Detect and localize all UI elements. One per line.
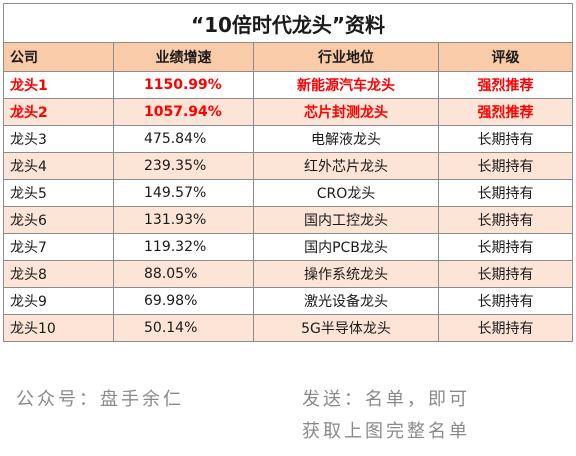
cell-position: 国内PCB龙头	[253, 233, 439, 261]
cell-growth: 88.05%	[113, 260, 254, 288]
header-row: 公司 业绩增速 行业地位 评级	[3, 42, 573, 72]
account-label: 公众号：盘手余仁	[16, 389, 184, 410]
cell-rating: 长期持有	[438, 314, 573, 342]
cell-company: 龙头9	[3, 287, 114, 315]
cell-position: 操作系统龙头	[253, 260, 439, 288]
table-row: 龙头7 119.32% 国内PCB龙头 长期持有	[3, 233, 573, 261]
cell-rating: 长期持有	[438, 260, 573, 288]
cell-position: 红外芯片龙头	[253, 152, 439, 180]
cell-position: CRO龙头	[253, 179, 439, 207]
table-body: 龙头1 1150.99% 新能源汽车龙头 强烈推荐 龙头2 1057.94% 芯片封测龙头强…	[3, 71, 573, 342]
table-row: 龙头9 69.98% 激光设备龙头 长期持有	[3, 287, 573, 315]
cell-position: 激光设备龙头	[253, 287, 439, 315]
cell-growth: 239.35%	[113, 152, 254, 180]
data-table: “10倍时代龙头”资料 公司 业绩增速 行业地位 评级 龙头1 1150.99% 新…	[3, 3, 573, 342]
column-header-position: 行业地位	[253, 42, 439, 72]
table-row: 龙头10 50.14% 5G半导体龙头 长期持有	[3, 314, 573, 342]
table-row: 龙头5 149.57% CRO龙头 长期持有	[3, 179, 573, 207]
cell-rating: 长期持有	[438, 179, 573, 207]
cell-position: 国内工控龙头	[253, 206, 439, 234]
table-row: 龙头3 475.84% 电解液龙头 长期持有	[3, 125, 573, 153]
table-row: 龙头4 239.35% 红外芯片龙头 长期持有	[3, 152, 573, 180]
instruction-line-1: 发送：名单，即可	[302, 389, 470, 410]
cell-position: 新能源汽车龙头	[253, 71, 439, 99]
cell-rating: 强烈推荐	[438, 98, 573, 126]
cell-company: 龙头2	[3, 98, 114, 126]
cell-company: 龙头10	[3, 314, 114, 342]
table-row: 龙头1 1150.99% 新能源汽车龙头 强烈推荐	[3, 71, 573, 99]
cell-company: 龙头8	[3, 260, 114, 288]
column-header-company: 公司	[3, 42, 114, 72]
cell-growth: 1057.94%	[113, 98, 254, 126]
cell-position: 芯片封测龙头	[253, 98, 439, 126]
title-row: “10倍时代龙头”资料	[3, 3, 573, 43]
cell-company: 龙头6	[3, 206, 114, 234]
cell-growth: 149.57%	[113, 179, 254, 207]
cell-rating: 长期持有	[438, 206, 573, 234]
cell-position: 5G半导体龙头	[253, 314, 439, 342]
cell-company: 龙头5	[3, 179, 114, 207]
cell-company: 龙头4	[3, 152, 114, 180]
table-row: 龙头6 131.93% 国内工控龙头 长期持有	[3, 206, 573, 234]
cell-rating: 长期持有	[438, 233, 573, 261]
column-header-rating: 评级	[438, 42, 573, 72]
table-title: “10倍时代龙头”资料	[3, 3, 573, 43]
cell-rating: 长期持有	[438, 125, 573, 153]
cell-rating: 长期持有	[438, 152, 573, 180]
table-row: 龙头8 88.05% 操作系统龙头 长期持有	[3, 260, 573, 288]
cell-company: 龙头3	[3, 125, 114, 153]
cell-growth: 50.14%	[113, 314, 254, 342]
cell-company: 龙头7	[3, 233, 114, 261]
column-header-growth: 业绩增速	[113, 42, 254, 72]
cell-growth: 119.32%	[113, 233, 254, 261]
cell-growth: 69.98%	[113, 287, 254, 315]
cell-rating: 强烈推荐	[438, 71, 573, 99]
cell-rating: 长期持有	[438, 287, 573, 315]
cell-position: 电解液龙头	[253, 125, 439, 153]
cell-growth: 131.93%	[113, 206, 254, 234]
cell-growth: 475.84%	[113, 125, 254, 153]
cell-growth: 1150.99%	[113, 71, 254, 99]
instruction-line-2: 获取上图完整名单	[302, 421, 470, 442]
table-row: 龙头2 1057.94% 芯片封测龙头 强烈推荐	[3, 98, 573, 126]
cell-company: 龙头1	[3, 71, 114, 99]
